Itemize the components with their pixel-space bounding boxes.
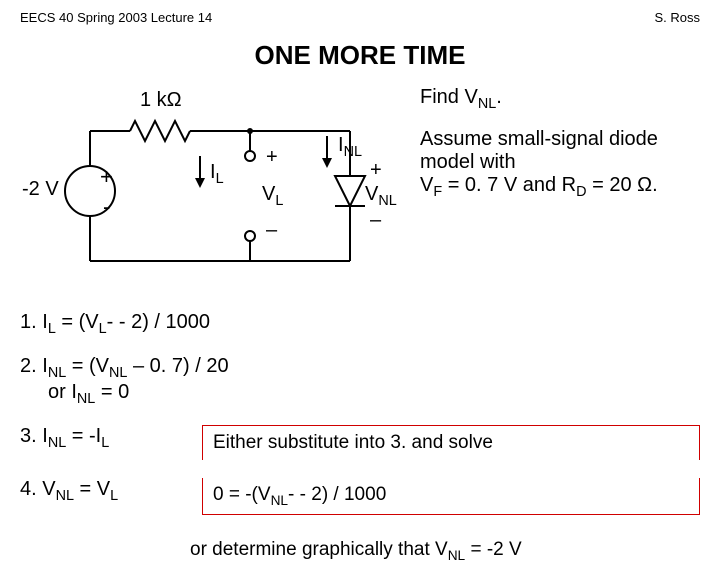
voltage-source-label: -2 V	[22, 178, 59, 201]
equations: 1. IL = (VL- - 2) / 1000 2. INL = (VNL –…	[20, 311, 700, 563]
eq-1: 1. IL = (VL- - 2) / 1000	[20, 311, 700, 337]
vnl-minus: –	[370, 209, 381, 232]
header-right: S. Ross	[654, 10, 700, 25]
header-left: EECS 40 Spring 2003 Lecture 14	[20, 10, 212, 25]
page-title: ONE MORE TIME	[20, 40, 700, 71]
inl-label: INL	[338, 134, 362, 160]
vl-plus: +	[266, 146, 278, 169]
source-minus: -	[103, 194, 110, 220]
vnl-plus: +	[370, 159, 382, 182]
resistor-label: 1 kΩ	[140, 89, 182, 112]
problem-text: Find VNL. Assume small-signal diode mode…	[420, 86, 700, 286]
eq-3-explain: Either substitute into 3. and solve	[202, 425, 700, 460]
vnl-label: VNL	[365, 183, 397, 209]
eq-3-row: 3. INL = -IL Either substitute into 3. a…	[20, 425, 700, 460]
eq-4: 4. VNL = VL	[20, 478, 190, 504]
eq-2: 2. INL = (VNL – 0. 7) / 20 or INL = 0	[20, 355, 700, 407]
eq-3: 3. INL = -IL	[20, 425, 190, 451]
eq-4-explain: 0 = -(VNL- - 2) / 1000	[202, 478, 700, 515]
vl-label: VL	[262, 183, 283, 209]
eq-4-row: 4. VNL = VL 0 = -(VNL- - 2) / 1000	[20, 478, 700, 515]
final-line: or determine graphically that VNL = -2 V	[190, 533, 700, 563]
vl-minus: –	[266, 219, 277, 242]
il-label: IL	[210, 161, 224, 187]
circuit-diagram: 1 kΩ -2 V + - IL + VL – INL + VNL –	[20, 86, 400, 286]
source-plus: +	[100, 164, 113, 190]
